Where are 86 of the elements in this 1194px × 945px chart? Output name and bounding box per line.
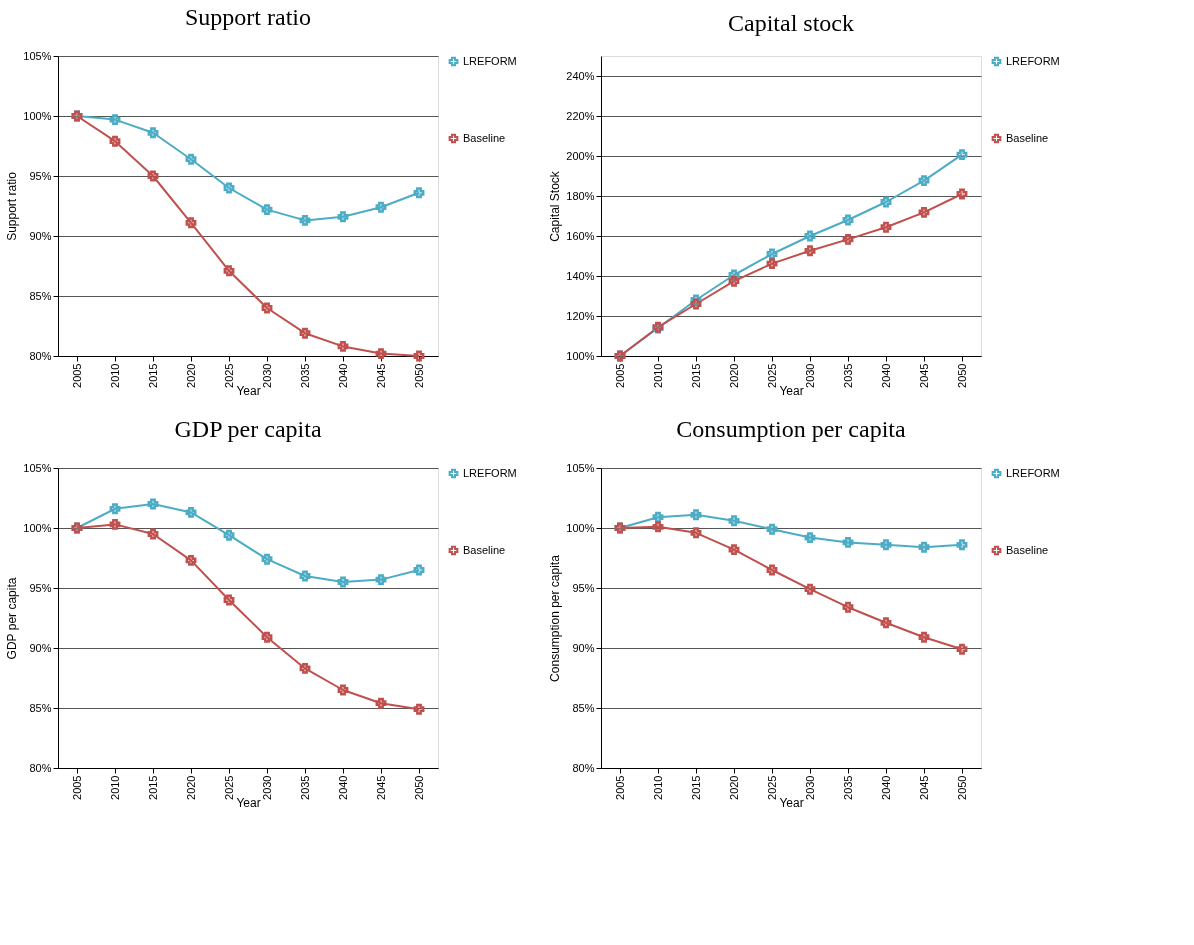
x-tick-label: 2040 [336, 775, 349, 800]
y-tick-label: 160% [566, 229, 595, 242]
y-axis-title: GDP per capita [5, 577, 20, 660]
x-tick-label: 2040 [879, 363, 892, 388]
legend-label: LREFORM [463, 466, 517, 479]
x-tick-label: 2050 [412, 775, 425, 800]
x-tick-label: 2040 [336, 363, 349, 388]
x-tick-label: 2005 [70, 363, 83, 388]
chart-title: Support ratio [185, 4, 311, 30]
x-tick-label: 2020 [727, 775, 740, 800]
y-tick-label: 100% [566, 521, 595, 534]
legend-label: Baseline [1006, 131, 1049, 144]
x-tick-label: 2035 [298, 363, 311, 388]
x-tick-label: 2050 [412, 363, 425, 388]
y-tick-label: 105% [566, 461, 595, 474]
x-tick-label: 2020 [184, 775, 197, 800]
y-axis-title: Capital Stock [548, 170, 563, 242]
legend-label: Baseline [463, 543, 506, 556]
x-tick-label: 2035 [841, 363, 854, 388]
x-tick-label: 2030 [803, 363, 816, 388]
x-tick-label: 2015 [146, 775, 159, 800]
x-tick-label: 2040 [879, 775, 892, 800]
x-tick-label: 2050 [955, 775, 968, 800]
x-tick-label: 2030 [803, 775, 816, 800]
y-tick-label: 95% [29, 581, 52, 594]
y-tick-label: 90% [572, 641, 595, 654]
y-tick-label: 85% [29, 289, 52, 302]
x-tick-label: 2035 [841, 775, 854, 800]
y-axis-title: Support ratio [5, 171, 20, 241]
y-tick-label: 90% [29, 641, 52, 654]
y-tick-label: 85% [572, 701, 595, 714]
x-tick-label: 2020 [727, 363, 740, 388]
x-tick-label: 2005 [70, 775, 83, 800]
x-tick-label: 2005 [613, 775, 626, 800]
y-tick-label: 180% [566, 189, 595, 202]
legend-label: Baseline [463, 131, 506, 144]
y-tick-label: 90% [29, 229, 52, 242]
x-tick-label: 2015 [146, 363, 159, 388]
x-tick-label: 2030 [260, 363, 273, 388]
x-axis-title: Year [236, 795, 261, 810]
x-tick-label: 2045 [374, 363, 387, 388]
chart-title: GDP per capita [174, 416, 322, 442]
legend-label: LREFORM [1006, 466, 1060, 479]
x-tick-label: 2025 [765, 775, 778, 800]
y-tick-label: 80% [29, 761, 52, 774]
chart-title: Consumption per capita [676, 416, 906, 442]
y-tick-label: 100% [566, 349, 595, 362]
x-tick-label: 2010 [108, 775, 121, 800]
x-tick-label: 2015 [689, 363, 702, 388]
x-tick-label: 2005 [613, 363, 626, 388]
y-tick-label: 240% [566, 69, 595, 82]
y-tick-label: 200% [566, 149, 595, 162]
y-tick-label: 80% [572, 761, 595, 774]
y-tick-label: 100% [23, 521, 52, 534]
chart-title: Capital stock [728, 10, 854, 36]
x-tick-label: 2045 [917, 775, 930, 800]
legend-label: Baseline [1006, 543, 1049, 556]
x-tick-label: 2025 [222, 363, 235, 388]
y-axis-title: Consumption per capita [548, 554, 563, 682]
x-tick-label: 2050 [955, 363, 968, 388]
y-tick-label: 105% [23, 461, 52, 474]
x-tick-label: 2045 [374, 775, 387, 800]
x-tick-label: 2010 [651, 775, 664, 800]
x-tick-label: 2010 [651, 363, 664, 388]
x-axis-title: Year [779, 383, 804, 398]
x-tick-label: 2025 [222, 775, 235, 800]
x-tick-label: 2025 [765, 363, 778, 388]
y-tick-label: 140% [566, 269, 595, 282]
x-axis-title: Year [236, 383, 261, 398]
x-tick-label: 2045 [917, 363, 930, 388]
legend-label: LREFORM [1006, 54, 1060, 67]
x-tick-label: 2020 [184, 363, 197, 388]
y-tick-label: 95% [572, 581, 595, 594]
y-tick-label: 95% [29, 169, 52, 182]
x-tick-label: 2030 [260, 775, 273, 800]
x-tick-label: 2015 [689, 775, 702, 800]
y-tick-label: 105% [23, 49, 52, 62]
legend-label: LREFORM [463, 54, 517, 67]
y-tick-label: 220% [566, 109, 595, 122]
y-tick-label: 120% [566, 309, 595, 322]
x-axis-title: Year [779, 795, 804, 810]
y-tick-label: 85% [29, 701, 52, 714]
y-tick-label: 80% [29, 349, 52, 362]
x-tick-label: 2010 [108, 363, 121, 388]
y-tick-label: 100% [23, 109, 52, 122]
x-tick-label: 2035 [298, 775, 311, 800]
